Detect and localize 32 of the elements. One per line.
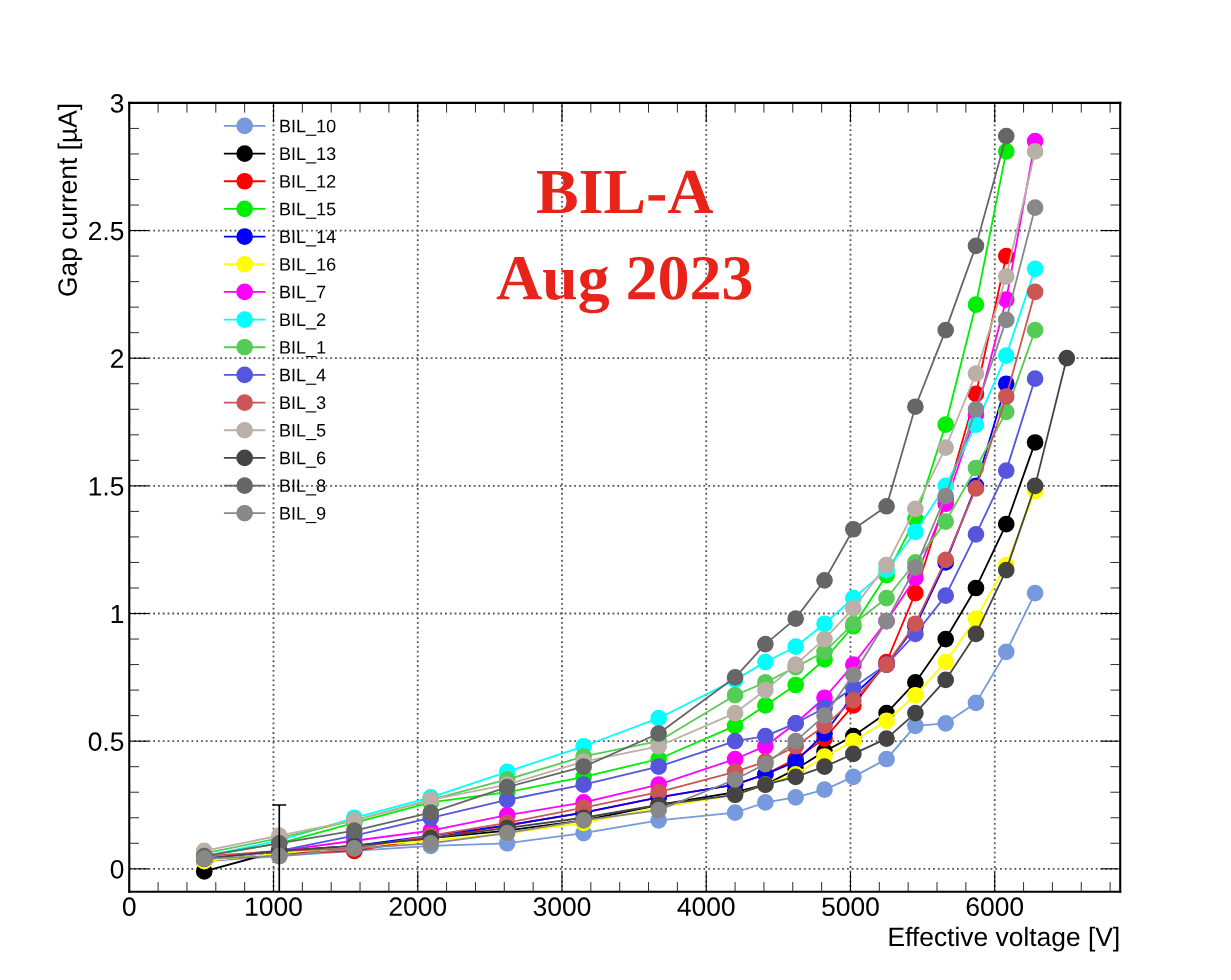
legend-label: BIL_13 [280, 147, 336, 164]
annotation: Aug 2023 [496, 256, 752, 314]
legend-label: BIL_7 [280, 285, 326, 302]
legend-label: BIL_14 [280, 230, 336, 247]
y-tick-label: 2 [111, 349, 124, 368]
y-tick-label: 2.5 [89, 221, 124, 241]
x-tick-label: 3000 [533, 897, 591, 917]
y-tick-label: 1 [111, 604, 124, 624]
x-tick-label: 2000 [389, 897, 447, 917]
y-tick-label: 0.5 [88, 732, 124, 751]
x-axis-title: Effective voltage [V] [889, 926, 1119, 952]
x-tick-label: 6000 [966, 897, 1024, 917]
legend-label: BIL_6 [280, 451, 326, 468]
y-tick-label: 0 [110, 859, 124, 879]
legend-label: BIL_2 [280, 313, 326, 330]
x-tick-label: 4000 [677, 897, 735, 917]
legend-label: BIL_12 [280, 174, 336, 192]
y-tick-label: 3 [110, 94, 124, 113]
legend-label: BIL_5 [280, 424, 326, 441]
legend-label: BIL_15 [280, 202, 336, 219]
legend-label: BIL_8 [280, 479, 326, 496]
legend-label: BIL_16 [280, 257, 336, 275]
legend-label: BIL_9 [280, 506, 326, 524]
y-tick-label: 1.5 [89, 477, 124, 496]
x-tick-label: 1000 [246, 897, 302, 917]
annotation: BIL-A [537, 170, 714, 214]
y-axis-title: Gap current [µA] [57, 104, 83, 296]
x-tick-label: 5000 [822, 897, 879, 917]
legend-label: BIL_10 [280, 119, 336, 136]
legend-label: BIL_4 [280, 368, 326, 385]
legend-label: BIL_1 [280, 341, 326, 358]
legend-label: BIL_3 [280, 396, 326, 413]
